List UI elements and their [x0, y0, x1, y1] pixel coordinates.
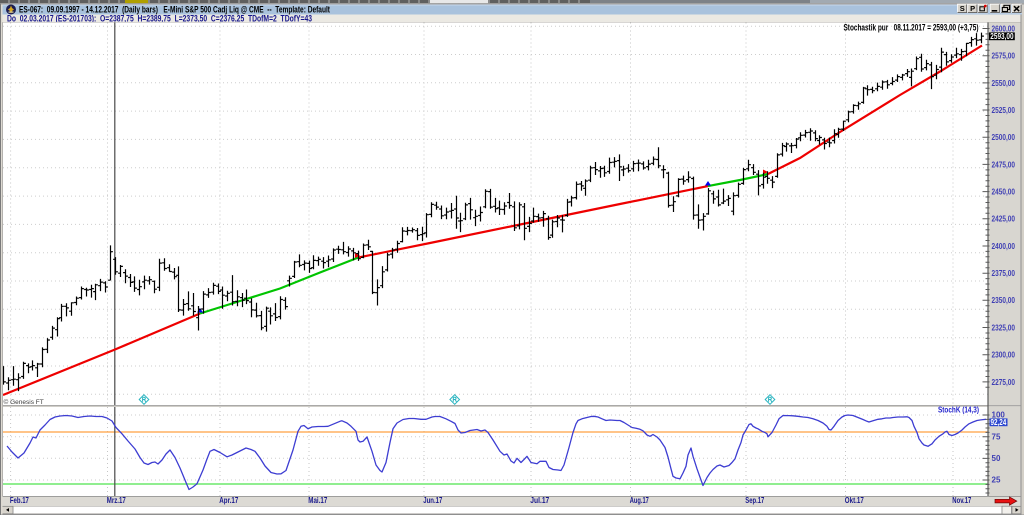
svg-text:50: 50: [992, 454, 1001, 463]
svg-text:2375,00: 2375,00: [992, 269, 1016, 278]
svg-text:100: 100: [992, 411, 1006, 420]
svg-text:2525,00: 2525,00: [992, 106, 1016, 115]
svg-text:2500,00: 2500,00: [992, 133, 1016, 142]
svg-text:2275,00: 2275,00: [992, 378, 1016, 387]
svg-text:Jun.17: Jun.17: [423, 495, 442, 505]
svg-text:Sep.17: Sep.17: [745, 495, 764, 505]
svg-text:75: 75: [992, 432, 1001, 441]
svg-text:© Genesis FT: © Genesis FT: [4, 398, 44, 406]
svg-text:25: 25: [992, 476, 1001, 485]
svg-text:2450,00: 2450,00: [992, 188, 1016, 197]
svg-text:Apr.17: Apr.17: [219, 495, 238, 505]
svg-text:Mai.17: Mai.17: [308, 495, 327, 505]
svg-text:Okt.17: Okt.17: [845, 495, 864, 505]
svg-text:Feb.17: Feb.17: [10, 495, 29, 505]
svg-text:2350,00: 2350,00: [992, 296, 1016, 305]
svg-text:2600,00: 2600,00: [992, 24, 1016, 33]
svg-text:2400,00: 2400,00: [992, 242, 1016, 251]
svg-text:Aug.17: Aug.17: [630, 495, 649, 505]
svg-text:2475,00: 2475,00: [992, 160, 1016, 169]
svg-text:Nov.17: Nov.17: [952, 495, 971, 505]
svg-text:P: P: [970, 4, 975, 13]
svg-text:Jul.17: Jul.17: [530, 495, 549, 505]
svg-text:Do 02.03.2017 (ES-201703): O: Do 02.03.2017 (ES-201703): O=2387,75 H=2…: [7, 13, 312, 23]
svg-text:2300,00: 2300,00: [992, 351, 1016, 360]
svg-text:2550,00: 2550,00: [992, 79, 1016, 88]
svg-text:S: S: [960, 4, 965, 13]
svg-text:2575,00: 2575,00: [992, 52, 1016, 61]
svg-text:Stochastik pur 08.11.2017 =: Stochastik pur 08.11.2017 = 2593,00 (+3,…: [844, 22, 979, 32]
svg-text:ES-067: 09.09.1997 - 14.12.20: ES-067: 09.09.1997 - 14.12.2017 (Daily b…: [19, 4, 330, 14]
svg-text:StochK (14,3): StochK (14,3): [938, 404, 979, 414]
svg-text:2325,00: 2325,00: [992, 323, 1016, 332]
svg-text:Mrz.17: Mrz.17: [107, 495, 126, 505]
svg-text:2425,00: 2425,00: [992, 215, 1016, 224]
svg-text:92,24: 92,24: [991, 418, 1007, 427]
svg-text:2593,00: 2593,00: [990, 32, 1014, 41]
